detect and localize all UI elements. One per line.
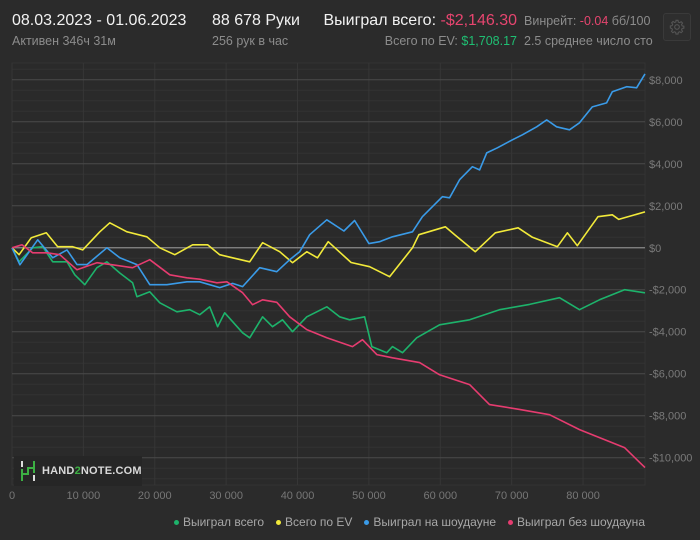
settings-button[interactable] <box>663 13 691 41</box>
legend-dot <box>364 519 370 525</box>
legend-dot <box>173 519 179 525</box>
avg-tables: 2.5 среднее число сто <box>524 34 653 48</box>
gear-icon <box>669 19 685 35</box>
active-time: Активен 346ч 31м <box>12 34 116 48</box>
y-tick-label: -$10,000 <box>649 453 692 465</box>
x-tick-label: 10 000 <box>67 490 101 502</box>
series-line-1 <box>11 245 646 354</box>
legend-dot <box>276 519 282 525</box>
ev-total-value: $1,708.17 <box>461 34 517 48</box>
y-tick-label: -$2,000 <box>649 285 686 297</box>
hands-count: 88 678 Руки <box>212 12 300 29</box>
legend-item[interactable]: Всего по EV <box>276 515 352 529</box>
y-tick-label: $8,000 <box>649 75 683 87</box>
y-tick-label: $4,000 <box>649 159 683 171</box>
legend-label: Выиграл всего <box>182 515 265 529</box>
winrate-value: -0.04 <box>579 14 609 28</box>
legend-item[interactable]: Выиграл всего <box>173 515 265 529</box>
x-tick-label: 50 000 <box>352 490 386 502</box>
x-tick-label: 30 000 <box>209 490 243 502</box>
series-line-4 <box>11 244 646 469</box>
date-range: 08.03.2023 - 01.06.2023 <box>12 12 187 29</box>
legend-label: Всего по EV <box>285 515 353 529</box>
chart-legend: Выиграл всего Всего по EV Выиграл на шоу… <box>173 515 645 529</box>
winrate: Винрейт: -0.04 бб/100 <box>524 14 650 28</box>
series-line-2 <box>11 211 646 278</box>
winrate-label: Винрейт: <box>524 14 577 28</box>
ev-total: Всего по EV: $1,708.17 <box>385 34 517 48</box>
y-tick-label: $0 <box>649 243 661 255</box>
plot-area <box>11 62 646 486</box>
legend-item[interactable]: Выиграл на шоудауне <box>364 515 496 529</box>
legend-item[interactable]: Выиграл без шоудауна <box>508 515 645 529</box>
x-tick-label: 40 000 <box>281 490 315 502</box>
won-total-value: -$2,146.30 <box>440 12 517 29</box>
x-tick-label: 60 000 <box>423 490 457 502</box>
hand2note-logo-icon <box>21 461 35 481</box>
hand2note-logo: HAND2NOTE.COM <box>14 456 142 486</box>
x-tick-label: 70 000 <box>495 490 529 502</box>
y-tick-label: $6,000 <box>649 117 683 129</box>
x-tick-label: 20 000 <box>138 490 172 502</box>
x-tick-label: 80 000 <box>566 490 600 502</box>
y-tick-label: -$4,000 <box>649 327 686 339</box>
hands-per-hour: 256 рук в час <box>212 34 289 48</box>
series-line-3 <box>11 73 646 289</box>
legend-dot <box>508 519 513 525</box>
won-total: Выиграл всего: -$2,146.30 <box>323 12 517 30</box>
y-tick-label: $2,000 <box>649 201 683 213</box>
winrate-unit: бб/100 <box>611 14 651 28</box>
won-total-label: Выиграл всего: <box>323 12 437 29</box>
hand2note-logo-text: HAND2NOTE.COM <box>42 465 142 477</box>
y-tick-label: -$6,000 <box>649 369 686 381</box>
x-tick-label: 0 <box>9 490 15 502</box>
legend-label: Выиграл на шоудауне <box>373 515 496 529</box>
ev-total-label: Всего по EV: <box>384 34 458 48</box>
legend-label: Выиграл без шоудауна <box>517 515 645 529</box>
y-tick-label: -$8,000 <box>649 411 686 423</box>
